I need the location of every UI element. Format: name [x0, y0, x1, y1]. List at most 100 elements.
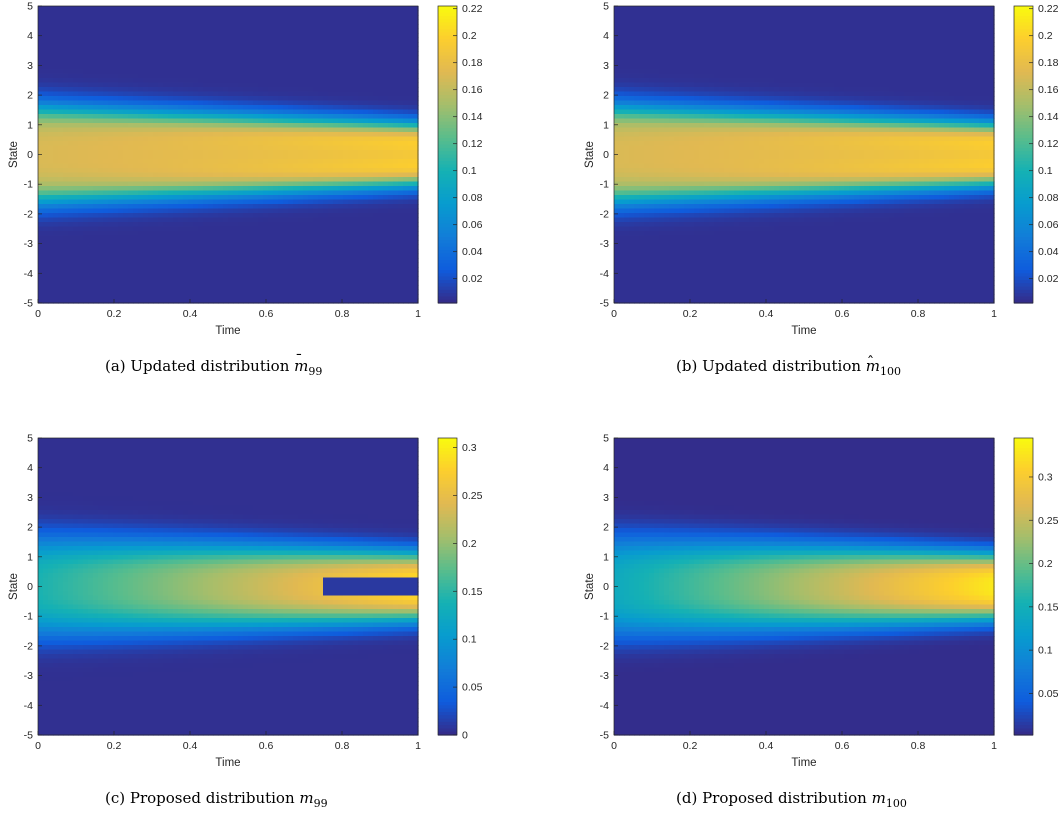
heatmap-cell — [93, 64, 99, 70]
heatmap-cell — [258, 73, 264, 79]
heatmap-cell — [113, 253, 119, 259]
heatmap-cell — [343, 267, 349, 273]
heatmap-cell — [353, 136, 359, 142]
heatmap-cell — [413, 91, 419, 97]
heatmap-cell — [173, 289, 179, 295]
heatmap-cell — [398, 78, 404, 84]
heatmap-cell — [383, 298, 389, 304]
heatmap-cell — [313, 19, 319, 25]
heatmap-cell — [53, 262, 59, 268]
heatmap-cell — [333, 253, 339, 259]
heatmap-cell — [43, 249, 49, 255]
heatmap-cell — [383, 213, 389, 219]
heatmap-cell — [368, 271, 374, 277]
heatmap-cell — [128, 172, 134, 178]
heatmap-cell — [118, 163, 124, 169]
heatmap-cell — [293, 181, 299, 187]
heatmap-cell — [213, 172, 219, 178]
heatmap-cell — [353, 204, 359, 210]
heatmap-cell — [153, 186, 159, 192]
heatmap-cell — [298, 105, 304, 111]
heatmap-cell — [138, 168, 144, 174]
heatmap-cell — [128, 289, 134, 295]
heatmap-cell — [393, 289, 399, 295]
heatmap-cell — [373, 6, 379, 12]
heatmap-cell — [143, 15, 149, 21]
heatmap-cell — [373, 199, 379, 205]
heatmap-cell — [398, 181, 404, 187]
heatmap-cell — [248, 226, 254, 232]
heatmap-cell — [168, 172, 174, 178]
heatmap-cell — [203, 222, 209, 228]
heatmap-cell — [368, 226, 374, 232]
heatmap-cell — [233, 276, 239, 282]
heatmap-cell — [288, 118, 294, 124]
heatmap-cell — [263, 73, 269, 79]
heatmap-cell — [43, 226, 49, 232]
heatmap-cell — [298, 46, 304, 52]
heatmap-cell — [368, 127, 374, 133]
heatmap-cell — [303, 82, 309, 88]
heatmap-cell — [83, 141, 89, 147]
heatmap-cell — [393, 226, 399, 232]
heatmap-cell — [203, 159, 209, 165]
heatmap-cell — [288, 186, 294, 192]
heatmap-cell — [238, 51, 244, 57]
heatmap-cell — [118, 222, 124, 228]
heatmap-cell — [318, 177, 324, 183]
heatmap-cell — [303, 172, 309, 178]
heatmap-cell — [338, 217, 344, 223]
heatmap-cell — [53, 298, 59, 304]
heatmap-cell — [153, 42, 159, 48]
heatmap-cell — [313, 172, 319, 178]
heatmap-cell — [143, 181, 149, 187]
heatmap-cell — [273, 69, 279, 75]
heatmap-cell — [223, 235, 229, 241]
heatmap-cell — [283, 64, 289, 70]
heatmap-cell — [353, 141, 359, 147]
heatmap-cell — [368, 298, 374, 304]
heatmap-cell — [123, 60, 129, 66]
heatmap-cell — [153, 132, 159, 138]
heatmap-cell — [403, 298, 409, 304]
heatmap-cell — [213, 150, 219, 156]
heatmap-cell — [143, 69, 149, 75]
heatmap-cell — [58, 109, 64, 115]
heatmap-cell — [278, 78, 284, 84]
heatmap-cell — [123, 100, 129, 106]
heatmap-cell — [148, 168, 154, 174]
heatmap-cell — [48, 127, 54, 133]
heatmap-cell — [188, 258, 194, 264]
heatmap-cell — [123, 204, 129, 210]
heatmap-cell — [38, 177, 44, 183]
heatmap-cell — [88, 69, 94, 75]
heatmap-cell — [133, 195, 139, 201]
heatmap-cell — [78, 244, 84, 250]
heatmap-cell — [308, 19, 314, 25]
heatmap-cell — [303, 181, 309, 187]
heatmap-cell — [353, 217, 359, 223]
heatmap-cell — [38, 96, 44, 102]
heatmap-cell — [108, 109, 114, 115]
heatmap-cell — [308, 222, 314, 228]
heatmap-cell — [58, 91, 64, 97]
heatmap-cell — [158, 150, 164, 156]
heatmap-cell — [353, 64, 359, 70]
heatmap-cell — [363, 168, 369, 174]
heatmap-cell — [408, 109, 414, 115]
heatmap-cell — [183, 186, 189, 192]
heatmap-cell — [53, 82, 59, 88]
heatmap-cell — [398, 145, 404, 151]
heatmap-cell — [333, 235, 339, 241]
heatmap-cell — [183, 33, 189, 39]
heatmap-cell — [368, 235, 374, 241]
heatmap-cell — [388, 51, 394, 57]
heatmap-cell — [73, 87, 79, 93]
heatmap-cell — [408, 114, 414, 120]
heatmap-cell — [158, 55, 164, 61]
heatmap-cell — [183, 294, 189, 300]
heatmap-cell — [258, 64, 264, 70]
heatmap-cell — [313, 226, 319, 232]
heatmap-cell — [193, 136, 199, 142]
heatmap-cell — [228, 186, 234, 192]
